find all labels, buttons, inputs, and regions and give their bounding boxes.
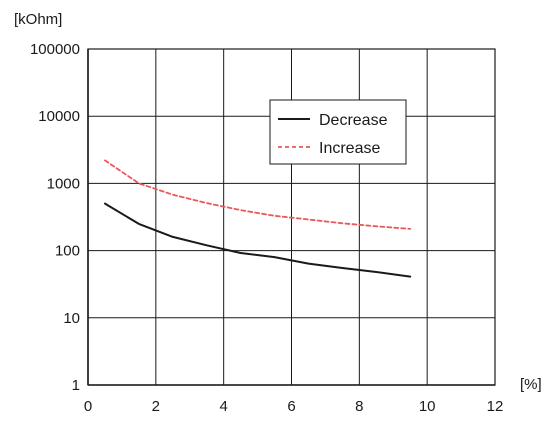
legend-label-increase: Increase	[319, 140, 380, 157]
x-tick-label: 10	[419, 398, 436, 415]
series-layer	[104, 159, 412, 278]
y-tick-label: 10000	[38, 108, 80, 125]
x-tick-label: 2	[152, 398, 160, 415]
series-line-decrease	[104, 202, 412, 278]
legend-box	[269, 99, 407, 165]
y-tick-label: 1	[72, 377, 80, 394]
x-tick-label: 12	[487, 398, 504, 415]
y-axis-ticks: 1 10 100 1000 10000 100000	[30, 41, 80, 394]
series-line-increase	[104, 159, 412, 230]
legend: Decrease Increase	[269, 99, 407, 165]
x-axis-unit-label: [%]	[520, 376, 542, 393]
x-axis-ticks: 0 2 4 6 8 10 12	[84, 398, 504, 415]
y-tick-label: 100000	[30, 41, 80, 58]
x-tick-label: 8	[355, 398, 363, 415]
y-tick-label: 100	[55, 243, 80, 260]
y-tick-label: 1000	[47, 175, 80, 192]
y-tick-label: 10	[63, 310, 80, 327]
x-tick-label: 6	[287, 398, 295, 415]
y-axis-unit-label: [kOhm]	[14, 11, 62, 28]
x-tick-label: 4	[219, 398, 227, 415]
x-tick-label: 0	[84, 398, 92, 415]
legend-label-decrease: Decrease	[319, 112, 388, 129]
grid	[87, 48, 496, 386]
